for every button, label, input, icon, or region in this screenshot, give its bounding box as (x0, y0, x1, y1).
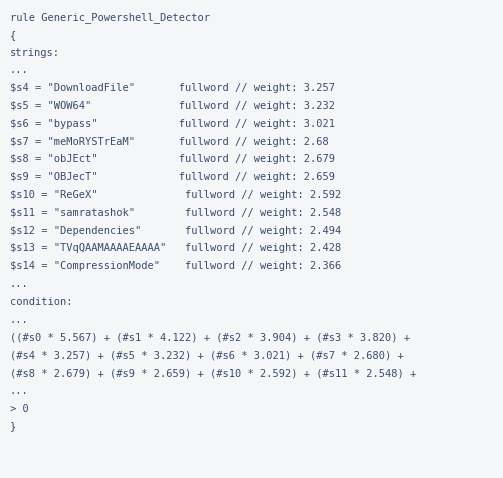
Text: rule Generic_Powershell_Detector: rule Generic_Powershell_Detector (10, 12, 210, 23)
Text: (#s8 * 2.679) + (#s9 * 2.659) + (#s10 * 2.592) + (#s11 * 2.548) +: (#s8 * 2.679) + (#s9 * 2.659) + (#s10 * … (10, 368, 416, 378)
Text: $s11 = "samratashok"        fullword // weight: 2.548: $s11 = "samratashok" fullword // weight:… (10, 208, 341, 218)
Text: ...: ... (10, 315, 29, 325)
Text: $s14 = "CompressionMode"    fullword // weight: 2.366: $s14 = "CompressionMode" fullword // wei… (10, 261, 341, 271)
Text: {: { (10, 30, 16, 40)
Text: }: } (10, 422, 16, 432)
Text: ((#s0 * 5.567) + (#s1 * 4.122) + (#s2 * 3.904) + (#s3 * 3.820) +: ((#s0 * 5.567) + (#s1 * 4.122) + (#s2 * … (10, 332, 410, 342)
Text: $s7 = "meMoRYSTrEaM"       fullword // weight: 2.68: $s7 = "meMoRYSTrEaM" fullword // weight:… (10, 137, 329, 147)
Text: ...: ... (10, 279, 29, 289)
Text: (#s4 * 3.257) + (#s5 * 3.232) + (#s6 * 3.021) + (#s7 * 2.680) +: (#s4 * 3.257) + (#s5 * 3.232) + (#s6 * 3… (10, 350, 404, 360)
Text: $s8 = "obJEct"             fullword // weight: 2.679: $s8 = "obJEct" fullword // weight: 2.679 (10, 154, 335, 164)
Text: ...: ... (10, 65, 29, 76)
Text: $s6 = "bypass"             fullword // weight: 3.021: $s6 = "bypass" fullword // weight: 3.021 (10, 119, 335, 129)
Text: $s12 = "Dependencies"       fullword // weight: 2.494: $s12 = "Dependencies" fullword // weight… (10, 226, 341, 236)
Text: $s4 = "DownloadFile"       fullword // weight: 3.257: $s4 = "DownloadFile" fullword // weight:… (10, 83, 335, 93)
Text: condition:: condition: (10, 297, 72, 307)
Text: $s13 = "TVqQAAMAAAAEAAAA"   fullword // weight: 2.428: $s13 = "TVqQAAMAAAAEAAAA" fullword // we… (10, 243, 341, 253)
Text: strings:: strings: (10, 48, 60, 58)
Text: $s10 = "ReGeX"              fullword // weight: 2.592: $s10 = "ReGeX" fullword // weight: 2.592 (10, 190, 341, 200)
Text: $s5 = "WOW64"              fullword // weight: 3.232: $s5 = "WOW64" fullword // weight: 3.232 (10, 101, 335, 111)
Text: $s9 = "OBJecT"             fullword // weight: 2.659: $s9 = "OBJecT" fullword // weight: 2.659 (10, 172, 335, 182)
Text: > 0: > 0 (10, 403, 29, 413)
Text: ...: ... (10, 386, 29, 396)
